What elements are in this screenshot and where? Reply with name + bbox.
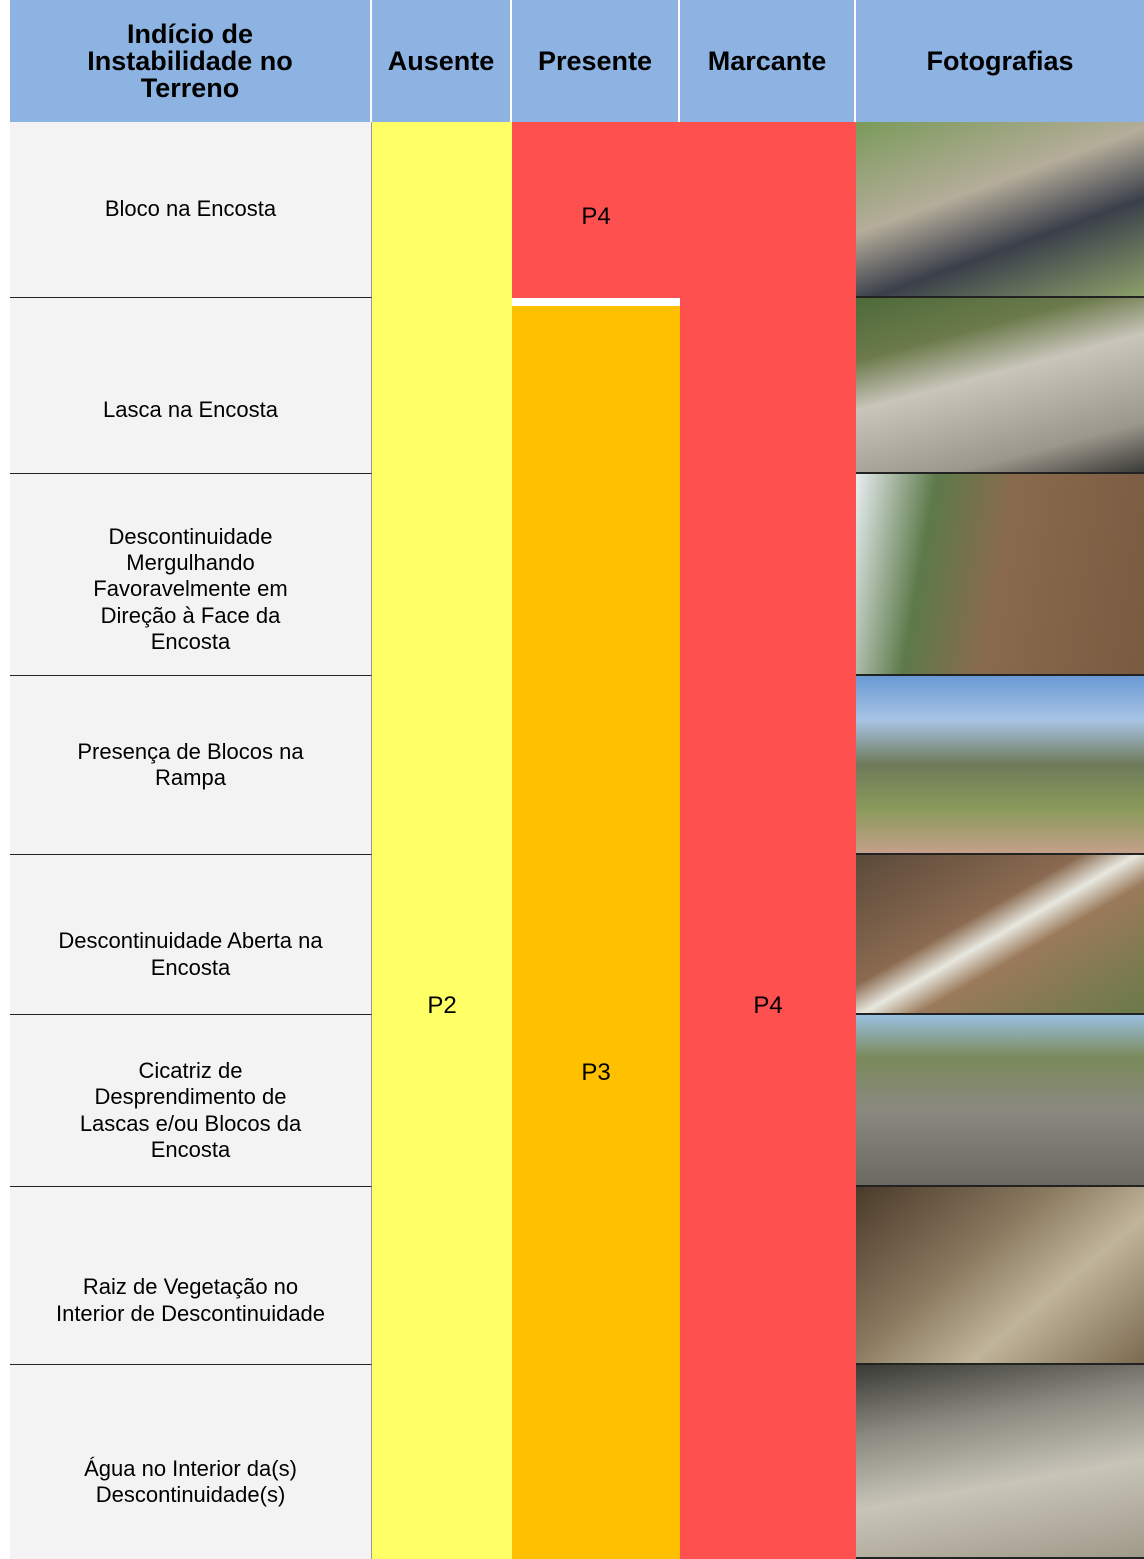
photo	[856, 1015, 1144, 1187]
row-label: Lasca na Encosta	[10, 298, 372, 474]
header-cell: Fotografias	[856, 0, 1144, 122]
photo	[856, 298, 1144, 474]
row-label: Raiz de Vegetação no Interior de Descont…	[10, 1187, 372, 1365]
row-label: Cicatriz de Desprendimento de Lascas e/o…	[10, 1015, 372, 1187]
photo	[856, 122, 1144, 298]
header-cell: Marcante	[680, 0, 856, 122]
row-label: Descontinuidade Aberta na Encosta	[10, 855, 372, 1015]
marcante-cell: P4	[680, 122, 856, 1559]
photo	[856, 474, 1144, 676]
presente-cell: P4	[512, 122, 680, 298]
row-label: Água no Interior da(s) Descontinuidade(s…	[10, 1365, 372, 1559]
photo	[856, 676, 1144, 855]
row-label: Descontinuidade Mergulhando Favoravelmen…	[10, 474, 372, 676]
header-cell: Presente	[512, 0, 680, 122]
ausente-cell: P2	[372, 122, 512, 1559]
header-cell: Ausente	[372, 0, 512, 122]
row-label: Presença de Blocos na Rampa	[10, 676, 372, 855]
photo	[856, 1187, 1144, 1365]
header-cell: Indício de Instabilidade no Terreno	[10, 0, 372, 122]
photo	[856, 855, 1144, 1015]
row-label: Bloco na Encosta	[10, 122, 372, 298]
photo	[856, 1365, 1144, 1559]
presente-cell: P3	[512, 298, 680, 1559]
